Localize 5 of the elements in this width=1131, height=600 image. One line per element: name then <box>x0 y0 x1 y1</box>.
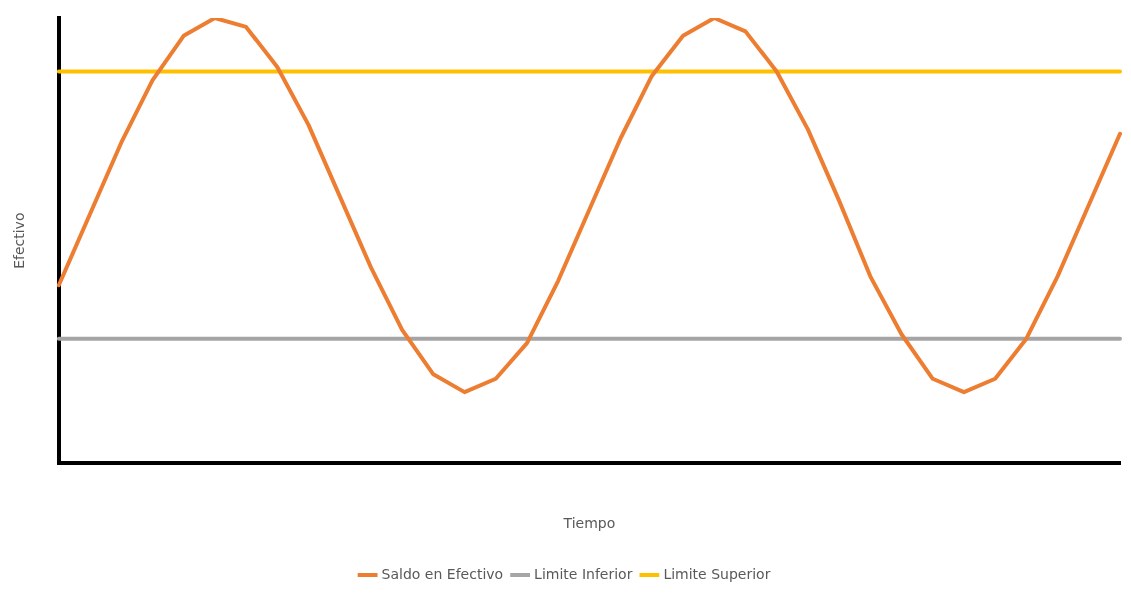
y-axis-title: Efectivo <box>11 212 28 269</box>
legend-label: Limite Inferior <box>534 565 633 582</box>
x-axis-title: Tiempo <box>562 515 616 532</box>
legend-label: Saldo en Efectivo <box>381 565 504 582</box>
legend-label: Limite Superior <box>663 565 771 582</box>
